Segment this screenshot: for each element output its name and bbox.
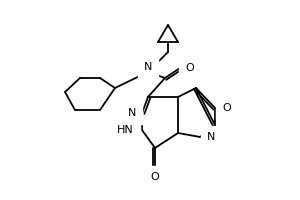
- Text: HN: HN: [117, 125, 134, 135]
- Text: O: O: [151, 172, 159, 182]
- Text: N: N: [128, 108, 136, 118]
- Text: O: O: [222, 103, 231, 113]
- Text: O: O: [185, 63, 194, 73]
- Text: N: N: [144, 62, 152, 72]
- Text: N: N: [207, 132, 215, 142]
